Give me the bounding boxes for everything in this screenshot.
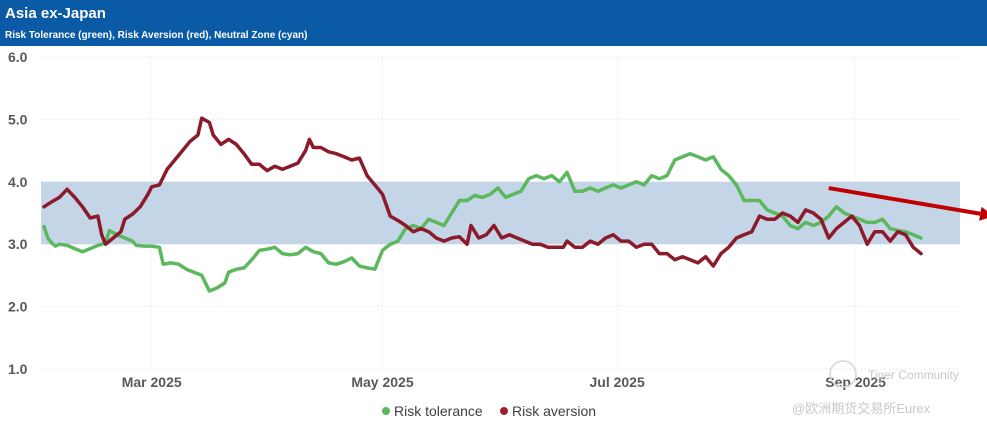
watermark-handle: @欧洲期货交易所Eurex [792,401,931,416]
legend: Risk tolerance Risk aversion [382,403,596,419]
trend-arrow-head [979,206,987,221]
chart-header: Asia ex-Japan Risk Tolerance (green), Ri… [0,0,987,46]
legend-marker-aversion [500,407,508,415]
legend-marker-tolerance [382,407,390,415]
y-tick-label: 1.0 [8,361,28,377]
y-tick-label: 3.0 [8,236,28,252]
x-tick-label: Jul 2025 [589,374,644,390]
chart-title: Asia ex-Japan [5,5,106,22]
y-tick-label: 5.0 [8,111,28,127]
chart-subtitle: Risk Tolerance (green), Risk Aversion (r… [5,30,308,41]
x-tick-label: Mar 2025 [122,374,182,390]
watermark-brand: Tiger Community [868,368,959,382]
legend-label-tolerance: Risk tolerance [394,403,483,419]
trend-arrow [828,186,987,221]
tiger-logo-icon [829,360,857,388]
x-tick-label: Sep 2025 [825,374,886,390]
x-axis: Mar 2025 May 2025 Jul 2025 Sep 2025 [122,374,886,390]
legend-label-aversion: Risk aversion [512,403,596,419]
y-tick-label: 2.0 [8,299,28,315]
series-line-risk-tolerance [42,151,923,293]
watermark: Tiger Community @欧洲期货交易所Eurex [792,360,959,416]
y-tick-label: 4.0 [8,174,28,190]
x-tick-label: May 2025 [351,374,413,390]
series-line-risk-aversion [42,116,923,268]
series-lines [42,116,923,293]
y-axis: 1.0 2.0 3.0 4.0 5.0 6.0 [8,49,28,377]
line-chart: 1.0 2.0 3.0 4.0 5.0 6.0 Mar 2025 May 2025 Jul 2… [8,49,987,419]
y-tick-label: 6.0 [8,49,28,65]
trend-arrow-shaft [828,186,981,216]
